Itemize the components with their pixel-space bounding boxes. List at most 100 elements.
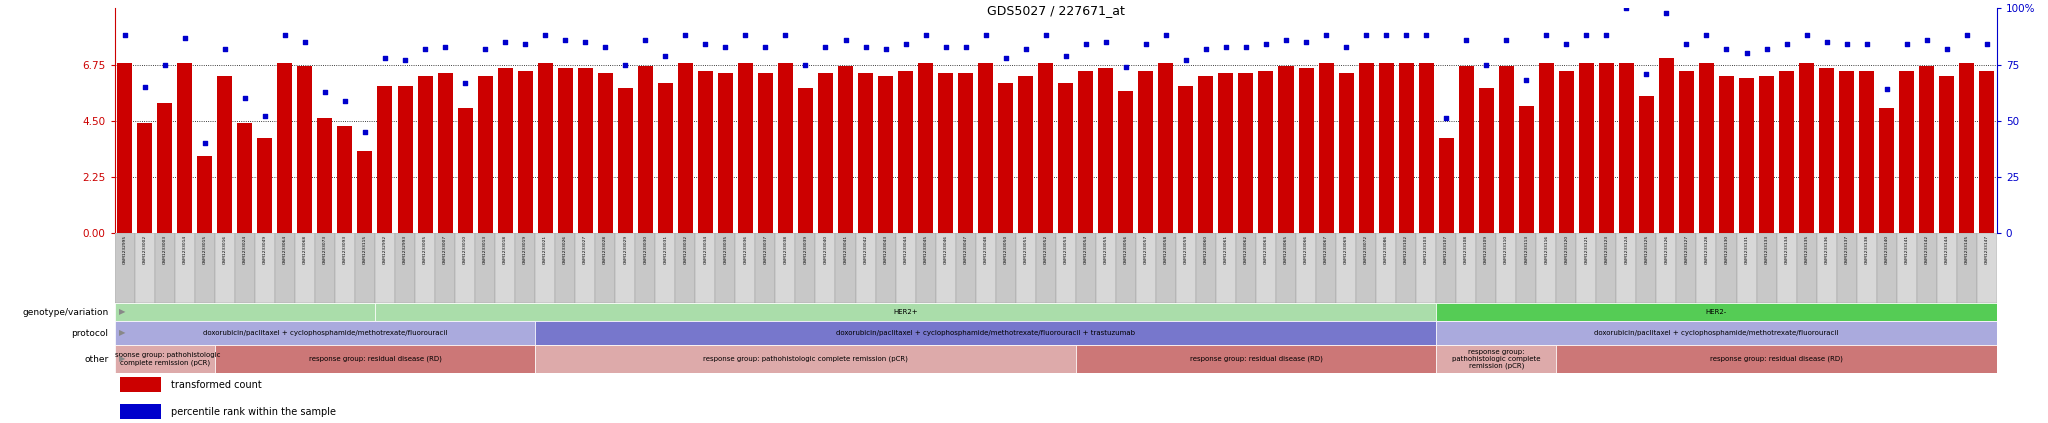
Text: GSM1233049: GSM1233049 <box>262 235 266 264</box>
Bar <box>115 233 135 303</box>
Bar <box>575 233 596 303</box>
Bar <box>1718 76 1735 233</box>
Bar <box>1217 233 1235 303</box>
Point <box>729 32 762 39</box>
Point <box>1530 32 1563 39</box>
Point <box>1751 46 1784 52</box>
Point <box>1589 32 1622 39</box>
Bar <box>1059 83 1073 233</box>
Point <box>868 46 901 52</box>
Bar <box>915 233 936 303</box>
Bar <box>1559 71 1573 233</box>
Point <box>1810 39 1843 46</box>
Bar <box>375 233 395 303</box>
Text: GSM1233036: GSM1233036 <box>743 235 748 264</box>
Point <box>1950 32 1982 39</box>
Bar <box>958 73 973 233</box>
Text: GSM1233046: GSM1233046 <box>944 235 948 264</box>
Bar <box>1516 233 1536 303</box>
Bar <box>135 233 156 303</box>
Text: GSM1233050: GSM1233050 <box>1004 235 1008 264</box>
Bar <box>1595 233 1616 303</box>
Bar <box>358 151 373 233</box>
Bar <box>338 126 352 233</box>
Bar <box>354 233 375 303</box>
Point <box>469 46 502 52</box>
Bar <box>1176 233 1196 303</box>
Text: ▶: ▶ <box>119 308 125 316</box>
Point <box>449 79 481 86</box>
Bar <box>1556 233 1577 303</box>
Point <box>1010 46 1042 52</box>
Bar <box>1436 345 1556 373</box>
Text: GSM1233136: GSM1233136 <box>1825 235 1829 264</box>
Text: GSM1233141: GSM1233141 <box>1905 235 1909 264</box>
Bar <box>276 63 293 233</box>
Text: GSM1233140: GSM1233140 <box>1884 235 1888 264</box>
Point <box>1069 41 1102 48</box>
Text: GSM1233002: GSM1233002 <box>143 235 147 264</box>
Point <box>770 32 803 39</box>
Text: GSM1233014: GSM1233014 <box>182 235 186 264</box>
Bar <box>434 233 455 303</box>
Point <box>649 52 682 59</box>
Point <box>1610 5 1642 12</box>
Text: GSM1233144: GSM1233144 <box>1946 235 1950 264</box>
Bar <box>979 63 993 233</box>
Bar <box>1817 233 1837 303</box>
Text: GSM1233040: GSM1233040 <box>823 235 827 264</box>
Bar <box>1075 345 1436 373</box>
Bar <box>1458 66 1475 233</box>
Bar <box>1296 233 1317 303</box>
Point <box>289 39 322 46</box>
Point <box>950 43 983 50</box>
Point <box>1489 36 1522 43</box>
Point <box>1669 41 1702 48</box>
Bar <box>995 233 1016 303</box>
Point <box>889 41 922 48</box>
Bar <box>1780 71 1794 233</box>
Bar <box>1098 69 1114 233</box>
Bar <box>1456 233 1477 303</box>
Text: response group: pathohistologic complete remission (pCR): response group: pathohistologic complete… <box>702 356 907 362</box>
Bar <box>1096 233 1116 303</box>
Text: GSM1233039: GSM1233039 <box>803 235 807 264</box>
Bar <box>1116 233 1137 303</box>
Bar <box>475 233 496 303</box>
Bar <box>1880 108 1894 233</box>
Bar <box>1319 63 1333 233</box>
Bar <box>758 73 772 233</box>
Bar <box>815 233 836 303</box>
Bar <box>1520 106 1534 233</box>
Bar <box>1919 66 1933 233</box>
Bar <box>1257 71 1274 233</box>
Point <box>670 32 702 39</box>
Bar <box>1659 58 1673 233</box>
Point <box>147 61 180 68</box>
Bar <box>1137 233 1155 303</box>
Text: GSM1233130: GSM1233130 <box>1724 235 1729 264</box>
Bar <box>1737 233 1757 303</box>
Point <box>1931 46 1964 52</box>
Text: GSM1233043: GSM1233043 <box>883 235 887 264</box>
Text: GSM1233108: GSM1233108 <box>1464 235 1468 264</box>
Bar <box>1479 88 1493 233</box>
Bar <box>115 303 375 321</box>
Point <box>1149 32 1182 39</box>
Point <box>268 32 301 39</box>
Point <box>1391 32 1423 39</box>
Bar <box>778 63 793 233</box>
Text: GSM1233003: GSM1233003 <box>162 235 166 264</box>
Text: doxorubicin/paclitaxel + cyclophosphamide/methotrexate/fluorouracil: doxorubicin/paclitaxel + cyclophosphamid… <box>203 330 446 336</box>
Bar <box>1776 233 1796 303</box>
Point <box>1049 52 1081 59</box>
Point <box>1911 36 1944 43</box>
Text: GSM1233128: GSM1233128 <box>1704 235 1708 264</box>
Bar <box>1837 233 1858 303</box>
Text: GSM1233005: GSM1233005 <box>424 235 428 264</box>
Text: GSM1233054: GSM1233054 <box>1083 235 1087 264</box>
Text: GSM1233041: GSM1233041 <box>844 235 848 264</box>
Point <box>829 36 862 43</box>
Text: GSM1233064: GSM1233064 <box>283 235 287 264</box>
Point <box>709 43 741 50</box>
